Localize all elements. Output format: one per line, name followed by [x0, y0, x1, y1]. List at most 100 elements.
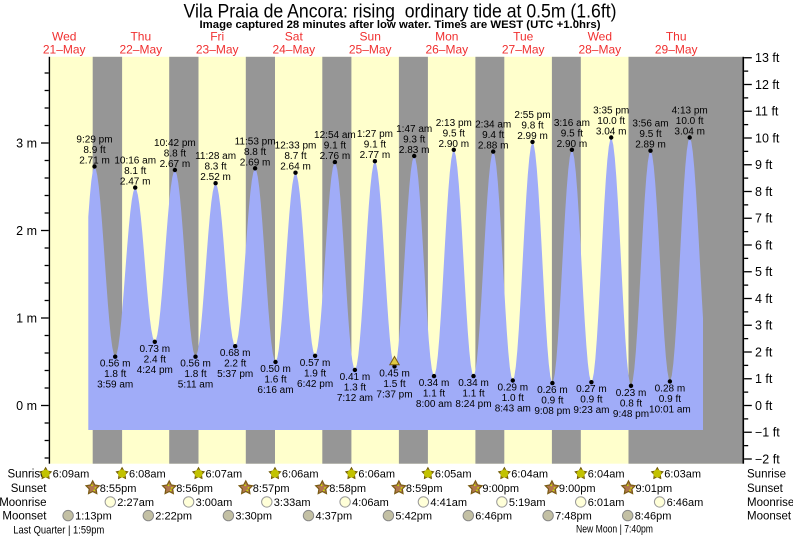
- svg-text:Sun: Sun: [360, 29, 381, 43]
- svg-text:2.71 m: 2.71 m: [79, 156, 110, 167]
- svg-text:3:00am: 3:00am: [196, 497, 233, 509]
- svg-text:9.3 ft: 9.3 ft: [403, 135, 425, 146]
- svg-text:1.1 ft: 1.1 ft: [423, 389, 445, 400]
- svg-text:4:41am: 4:41am: [430, 497, 467, 509]
- svg-text:Wed: Wed: [52, 29, 76, 43]
- svg-text:0.8 ft: 0.8 ft: [620, 398, 642, 409]
- svg-text:5:42pm: 5:42pm: [395, 511, 432, 523]
- svg-text:0.9 ft: 0.9 ft: [541, 396, 563, 407]
- svg-text:2 m: 2 m: [16, 224, 37, 238]
- svg-text:8:58pm: 8:58pm: [329, 483, 366, 495]
- svg-text:8.8 ft: 8.8 ft: [164, 149, 186, 160]
- svg-text:9.5 ft: 9.5 ft: [639, 129, 661, 140]
- svg-text:Wed: Wed: [588, 29, 612, 43]
- svg-text:2.67 m: 2.67 m: [160, 159, 191, 170]
- svg-text:2:13 pm: 2:13 pm: [436, 118, 472, 129]
- svg-text:8.9 ft: 8.9 ft: [83, 145, 105, 156]
- svg-text:−1 ft: −1 ft: [755, 426, 780, 440]
- svg-text:6:16 am: 6:16 am: [257, 385, 293, 396]
- svg-text:Vila Praia de Ancora: rising: Vila Praia de Ancora: rising ordinary ti…: [184, 1, 617, 22]
- svg-text:Moonset: Moonset: [747, 511, 792, 523]
- svg-text:0.23 m: 0.23 m: [616, 388, 647, 399]
- svg-text:26–May: 26–May: [425, 43, 468, 57]
- svg-text:Sunrise: Sunrise: [747, 469, 786, 481]
- svg-text:0.9 ft: 0.9 ft: [659, 394, 681, 405]
- svg-text:9:29 pm: 9:29 pm: [76, 135, 112, 146]
- svg-text:2.89 m: 2.89 m: [635, 140, 666, 151]
- svg-text:0.26 m: 0.26 m: [537, 385, 568, 396]
- svg-text:0.56 m: 0.56 m: [100, 359, 131, 370]
- svg-text:0.28 m: 0.28 m: [655, 383, 686, 394]
- svg-text:0 ft: 0 ft: [755, 399, 773, 413]
- svg-text:0.56 m: 0.56 m: [180, 359, 211, 370]
- svg-text:2.76 m: 2.76 m: [320, 151, 351, 162]
- svg-text:2:34 am: 2:34 am: [475, 120, 511, 131]
- svg-text:3:33am: 3:33am: [274, 497, 311, 509]
- svg-text:12 ft: 12 ft: [755, 78, 780, 92]
- svg-text:7:37 pm: 7:37 pm: [376, 389, 412, 400]
- svg-text:10:42 pm: 10:42 pm: [154, 138, 196, 149]
- svg-text:8:46pm: 8:46pm: [635, 511, 672, 523]
- svg-text:Moonset: Moonset: [2, 511, 47, 523]
- svg-text:8:59pm: 8:59pm: [406, 483, 443, 495]
- svg-text:1:27 pm: 1:27 pm: [357, 129, 393, 140]
- svg-text:29–May: 29–May: [655, 43, 698, 57]
- svg-text:6:42 pm: 6:42 pm: [297, 379, 333, 390]
- svg-text:0.29 m: 0.29 m: [498, 383, 529, 394]
- svg-text:21–May: 21–May: [43, 43, 86, 57]
- svg-text:1 ft: 1 ft: [755, 372, 773, 386]
- svg-text:1:47 am: 1:47 am: [396, 124, 432, 135]
- svg-text:9.1 ft: 9.1 ft: [324, 141, 346, 152]
- svg-text:1.3 ft: 1.3 ft: [344, 382, 366, 393]
- svg-text:2.47 m: 2.47 m: [120, 177, 151, 188]
- svg-text:2:22pm: 2:22pm: [155, 511, 192, 523]
- svg-text:1.8 ft: 1.8 ft: [104, 369, 126, 380]
- svg-text:6:06am: 6:06am: [282, 469, 319, 481]
- svg-text:9.8 ft: 9.8 ft: [521, 120, 543, 131]
- svg-text:1.9 ft: 1.9 ft: [304, 368, 326, 379]
- svg-text:Last Quarter | 1:59pm: Last Quarter | 1:59pm: [13, 524, 104, 536]
- svg-text:6:04am: 6:04am: [588, 469, 625, 481]
- svg-text:2.4 ft: 2.4 ft: [144, 354, 166, 365]
- svg-text:8:55pm: 8:55pm: [100, 483, 137, 495]
- svg-text:0.68 m: 0.68 m: [220, 348, 251, 359]
- svg-text:10.0 ft: 10.0 ft: [676, 116, 704, 127]
- svg-text:6:46pm: 6:46pm: [475, 511, 512, 523]
- svg-text:6 ft: 6 ft: [755, 238, 773, 252]
- svg-text:6:07am: 6:07am: [206, 469, 243, 481]
- svg-text:0.50 m: 0.50 m: [260, 364, 291, 375]
- svg-text:3.04 m: 3.04 m: [674, 127, 705, 138]
- svg-text:Fri: Fri: [210, 29, 224, 43]
- svg-text:5:19am: 5:19am: [509, 497, 546, 509]
- svg-text:1:13pm: 1:13pm: [75, 511, 112, 523]
- svg-text:1.8 ft: 1.8 ft: [184, 369, 206, 380]
- svg-text:9:00pm: 9:00pm: [559, 483, 596, 495]
- svg-text:3 ft: 3 ft: [755, 319, 773, 333]
- svg-text:Sat: Sat: [285, 29, 304, 43]
- svg-text:2.90 m: 2.90 m: [439, 139, 470, 150]
- svg-text:3:59 am: 3:59 am: [97, 380, 133, 391]
- svg-text:2.64 m: 2.64 m: [280, 162, 311, 173]
- svg-text:4:37pm: 4:37pm: [316, 511, 353, 523]
- svg-text:10:16 am: 10:16 am: [114, 156, 156, 167]
- svg-text:10.0 ft: 10.0 ft: [597, 116, 625, 127]
- svg-text:Mon: Mon: [435, 29, 458, 43]
- svg-text:7 ft: 7 ft: [755, 212, 773, 226]
- svg-text:9.1 ft: 9.1 ft: [364, 140, 386, 151]
- svg-text:8:43 am: 8:43 am: [495, 404, 531, 415]
- svg-text:2:55 pm: 2:55 pm: [514, 110, 550, 121]
- svg-text:0.9 ft: 0.9 ft: [580, 395, 602, 406]
- svg-text:2:27am: 2:27am: [117, 497, 154, 509]
- svg-text:9.4 ft: 9.4 ft: [482, 130, 504, 141]
- svg-text:0.27 m: 0.27 m: [576, 384, 607, 395]
- svg-text:8.8 ft: 8.8 ft: [244, 147, 266, 158]
- svg-text:New Moon | 7:40pm: New Moon | 7:40pm: [576, 523, 653, 535]
- svg-text:Moonrise: Moonrise: [747, 497, 793, 509]
- svg-text:0 m: 0 m: [16, 399, 37, 413]
- svg-text:9 ft: 9 ft: [755, 158, 773, 172]
- svg-text:6:06am: 6:06am: [358, 469, 395, 481]
- svg-text:8.7 ft: 8.7 ft: [284, 151, 306, 162]
- svg-text:3:35 pm: 3:35 pm: [593, 106, 629, 117]
- svg-text:22–May: 22–May: [119, 43, 162, 57]
- svg-text:4:24 pm: 4:24 pm: [137, 365, 173, 376]
